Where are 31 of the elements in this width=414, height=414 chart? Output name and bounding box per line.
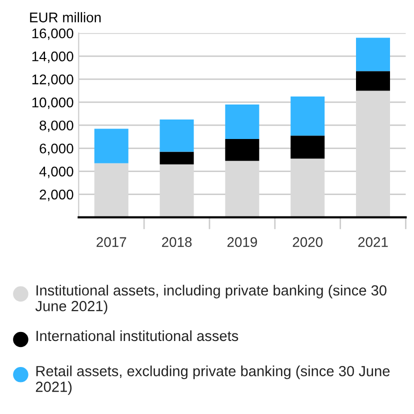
bar: [160, 164, 194, 218]
y-tick-label: 10,000: [32, 98, 74, 110]
legend-label: International institutional assets: [36, 330, 238, 342]
x-tick-label: 2020: [292, 237, 323, 247]
y-tick-label: 16,000: [32, 28, 74, 40]
legend-label: Retail assets, excluding private banking (since 30 June 2021): [36, 366, 390, 395]
bar: [225, 160, 260, 218]
x-tick-label: 2018: [162, 237, 192, 247]
bar: [290, 96, 325, 136]
y-tick-label: 4,000: [39, 166, 74, 178]
bar: [225, 104, 260, 140]
y-tick-label: 8,000: [40, 120, 74, 132]
bar: [356, 38, 390, 72]
bar: [290, 158, 325, 218]
bar: [160, 119, 194, 152]
y-axis-title: EUR million: [30, 12, 101, 22]
y-tick-label: 6,000: [40, 144, 74, 156]
bar: [290, 136, 325, 159]
bar: [160, 152, 194, 164]
x-tick-label: 2021: [358, 237, 388, 247]
bar: [225, 139, 260, 161]
x-tick-label: 2017: [96, 237, 126, 247]
y-tick-label: 2,000: [40, 190, 74, 202]
bar: [356, 71, 390, 91]
y-tick-label: 14,000: [32, 51, 74, 63]
bar: [356, 90, 390, 218]
x-tick-label: 2019: [227, 237, 257, 247]
bar: [94, 163, 128, 218]
bar: [94, 128, 128, 164]
y-tick-label: 12,000: [32, 74, 74, 86]
legend-label: Institutional assets, including private banking (since 30 June 2021): [35, 284, 386, 314]
